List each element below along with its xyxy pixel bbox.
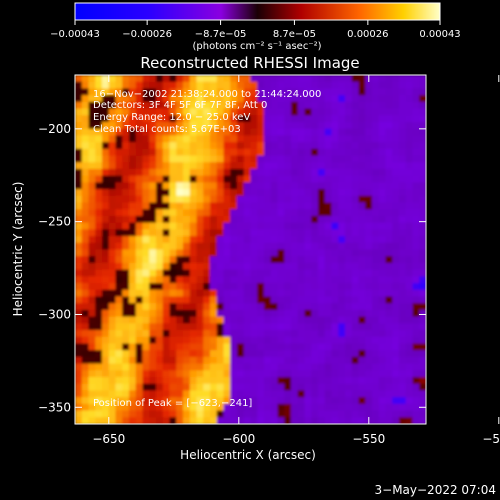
y-tick-label: −250 [38,215,71,229]
x-axis-ticks: −650 −600 −550 −500 [92,75,500,446]
y-axis-ticks: −200 −250 −300 −350 [38,122,426,414]
colorbar-tick-label: 0.00043 [419,29,460,40]
colorbar [74,2,441,21]
annotation-energy-range: Energy Range: 12.0 − 25.0 keV [93,112,250,123]
colorbar-tick-label: −8.7e−05 [195,29,247,40]
colorbar-tick-label: 0.00026 [347,29,388,40]
plot-frame [74,74,427,425]
y-tick-label: −200 [38,122,71,136]
x-tick-label: −550 [352,432,385,446]
x-axis-label: Heliocentric X (arcsec) [180,448,316,462]
footer-date: 3−May−2022 07:04 [375,483,497,497]
x-tick-label: −600 [222,432,255,446]
annotation-detectors: Detectors: 3F 4F 5F 6F 7F 8F, Att 0 [93,100,267,111]
y-tick-label: −300 [38,307,71,321]
x-tick-label: −500 [482,432,500,446]
chart-title: Reconstructed RHESSI Image [140,54,359,72]
colorbar-tick-label: 8.7e−05 [273,29,316,40]
annotation-peak-position: Position of Peak = [−623,−241] [93,398,252,409]
annotation-clean-counts: Clean Total counts: 5.67E+03 [93,124,241,135]
heatmap-image [75,75,426,424]
y-axis-label: Heliocentric Y (arcsec) [11,182,25,317]
colorbar-unit-label: (photons cm⁻² s⁻¹ asec⁻²) [192,41,321,52]
x-tick-label: −650 [92,432,125,446]
y-tick-label: −350 [38,400,71,414]
annotation-time-range: 16−Nov−2002 21:38:24.000 to 21:44:24.000 [93,89,321,100]
colorbar-tick-label: −0.00043 [50,29,100,40]
colorbar-tick-label: −0.00026 [122,29,172,40]
colorbar-ticks: −0.00043 −0.00026 −8.7e−05 8.7e−05 0.00026 0.… [50,20,461,40]
